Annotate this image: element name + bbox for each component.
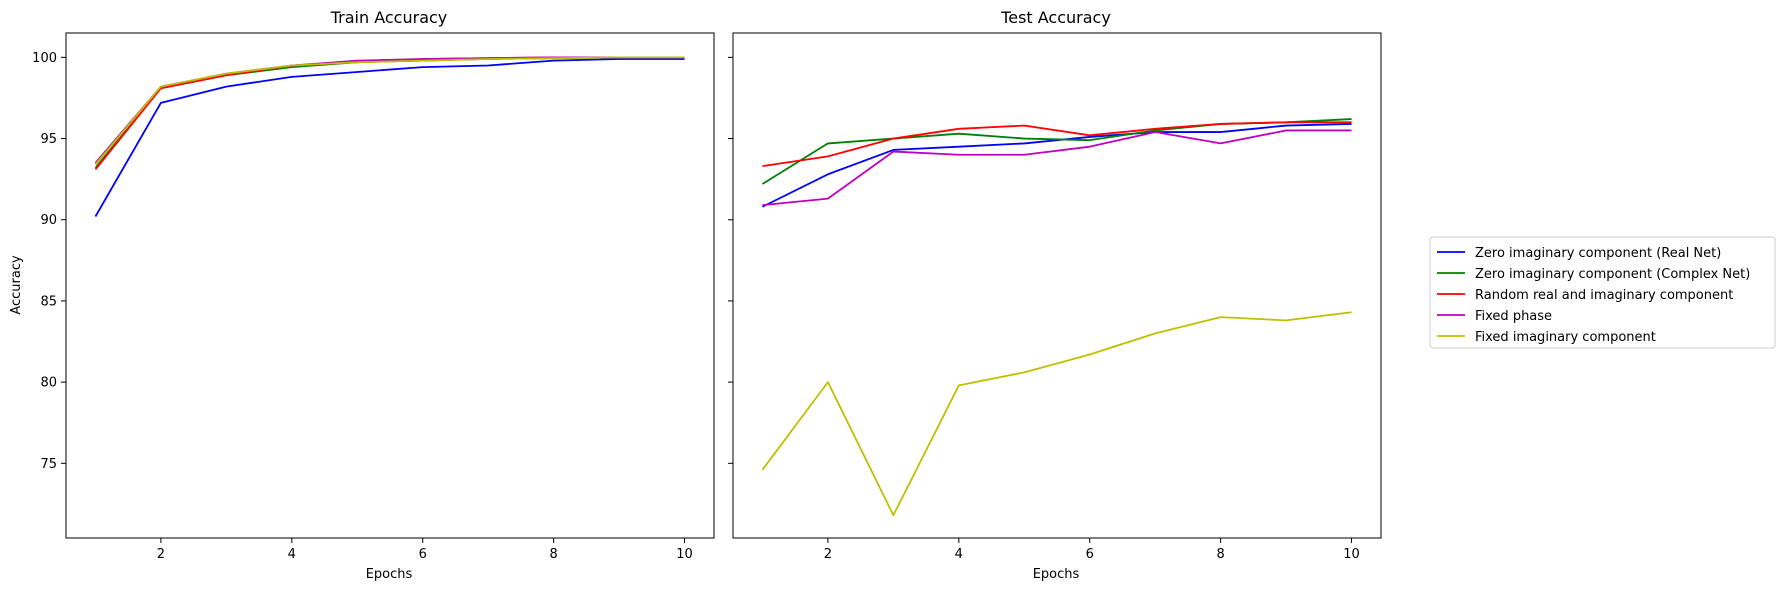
test-x-tick-label: 8: [1216, 547, 1224, 562]
test-series-line-5: [761, 311, 1352, 517]
test-x-axis-label: Epochs: [1033, 567, 1080, 582]
test-series-lines: [761, 118, 1352, 517]
train-series-line-5: [94, 56, 685, 166]
train-series-line-2: [94, 56, 685, 169]
train-x-tick-label: 6: [419, 547, 427, 562]
test-chart-title: Test Accuracy: [1000, 8, 1111, 27]
test-plot-frame: [732, 32, 1382, 539]
train-series-line-3: [94, 56, 685, 170]
train-plot-frame: [65, 32, 715, 539]
train-y-tick-label: 90: [40, 213, 57, 228]
train-y-tick-label: 95: [40, 132, 57, 147]
legend-box: [1429, 236, 1776, 349]
train-y-tick-label: 85: [40, 294, 57, 309]
test-x-tick-label: 2: [824, 547, 832, 562]
train-series-lines: [94, 56, 685, 217]
legend-label: Fixed phase: [1475, 309, 1552, 324]
legend-entries: Zero imaginary component (Real Net) Zero …: [1437, 246, 1750, 345]
legend: Zero imaginary component (Real Net) Zero …: [1429, 236, 1776, 349]
legend-label: Zero imaginary component (Complex Net): [1475, 267, 1750, 282]
test-series-line-1: [762, 123, 1352, 208]
test-x-tick-label: 4: [955, 547, 963, 562]
legend-label: Random real and imaginary component: [1475, 288, 1733, 303]
train-y-tick-label: 100: [32, 51, 57, 66]
train-series-line-1: [94, 58, 685, 217]
test-series-line-3: [762, 121, 1352, 168]
train-series-line-4: [94, 56, 685, 164]
test-axis-ticks: 2 4 6 8 10: [728, 56, 1360, 562]
train-accuracy-panel: Train Accuracy Accuracy Epochs 2 4 6 8 10 75 8…: [9, 8, 715, 582]
test-x-tick-label: 6: [1086, 547, 1094, 562]
legend-label: Fixed imaginary component: [1475, 330, 1656, 345]
train-x-tick-label: 2: [157, 547, 165, 562]
train-x-tick-label: 4: [288, 547, 296, 562]
train-y-tick-label: 75: [40, 457, 57, 472]
train-x-axis-label: Epochs: [366, 567, 413, 582]
train-axis-ticks: 2 4 6 8 10 75 80 85 90 95 100: [32, 51, 693, 562]
test-x-tick-label: 10: [1343, 547, 1360, 562]
test-series-line-4: [762, 129, 1352, 207]
test-accuracy-panel: Test Accuracy Epochs 2 4 6 8 10: [728, 8, 1382, 582]
train-chart-title: Train Accuracy: [330, 8, 448, 27]
legend-label: Zero imaginary component (Real Net): [1475, 246, 1721, 261]
train-y-tick-label: 80: [40, 376, 57, 391]
train-y-axis-label: Accuracy: [9, 255, 24, 315]
train-x-tick-label: 10: [676, 547, 693, 562]
train-x-tick-label: 8: [549, 547, 557, 562]
